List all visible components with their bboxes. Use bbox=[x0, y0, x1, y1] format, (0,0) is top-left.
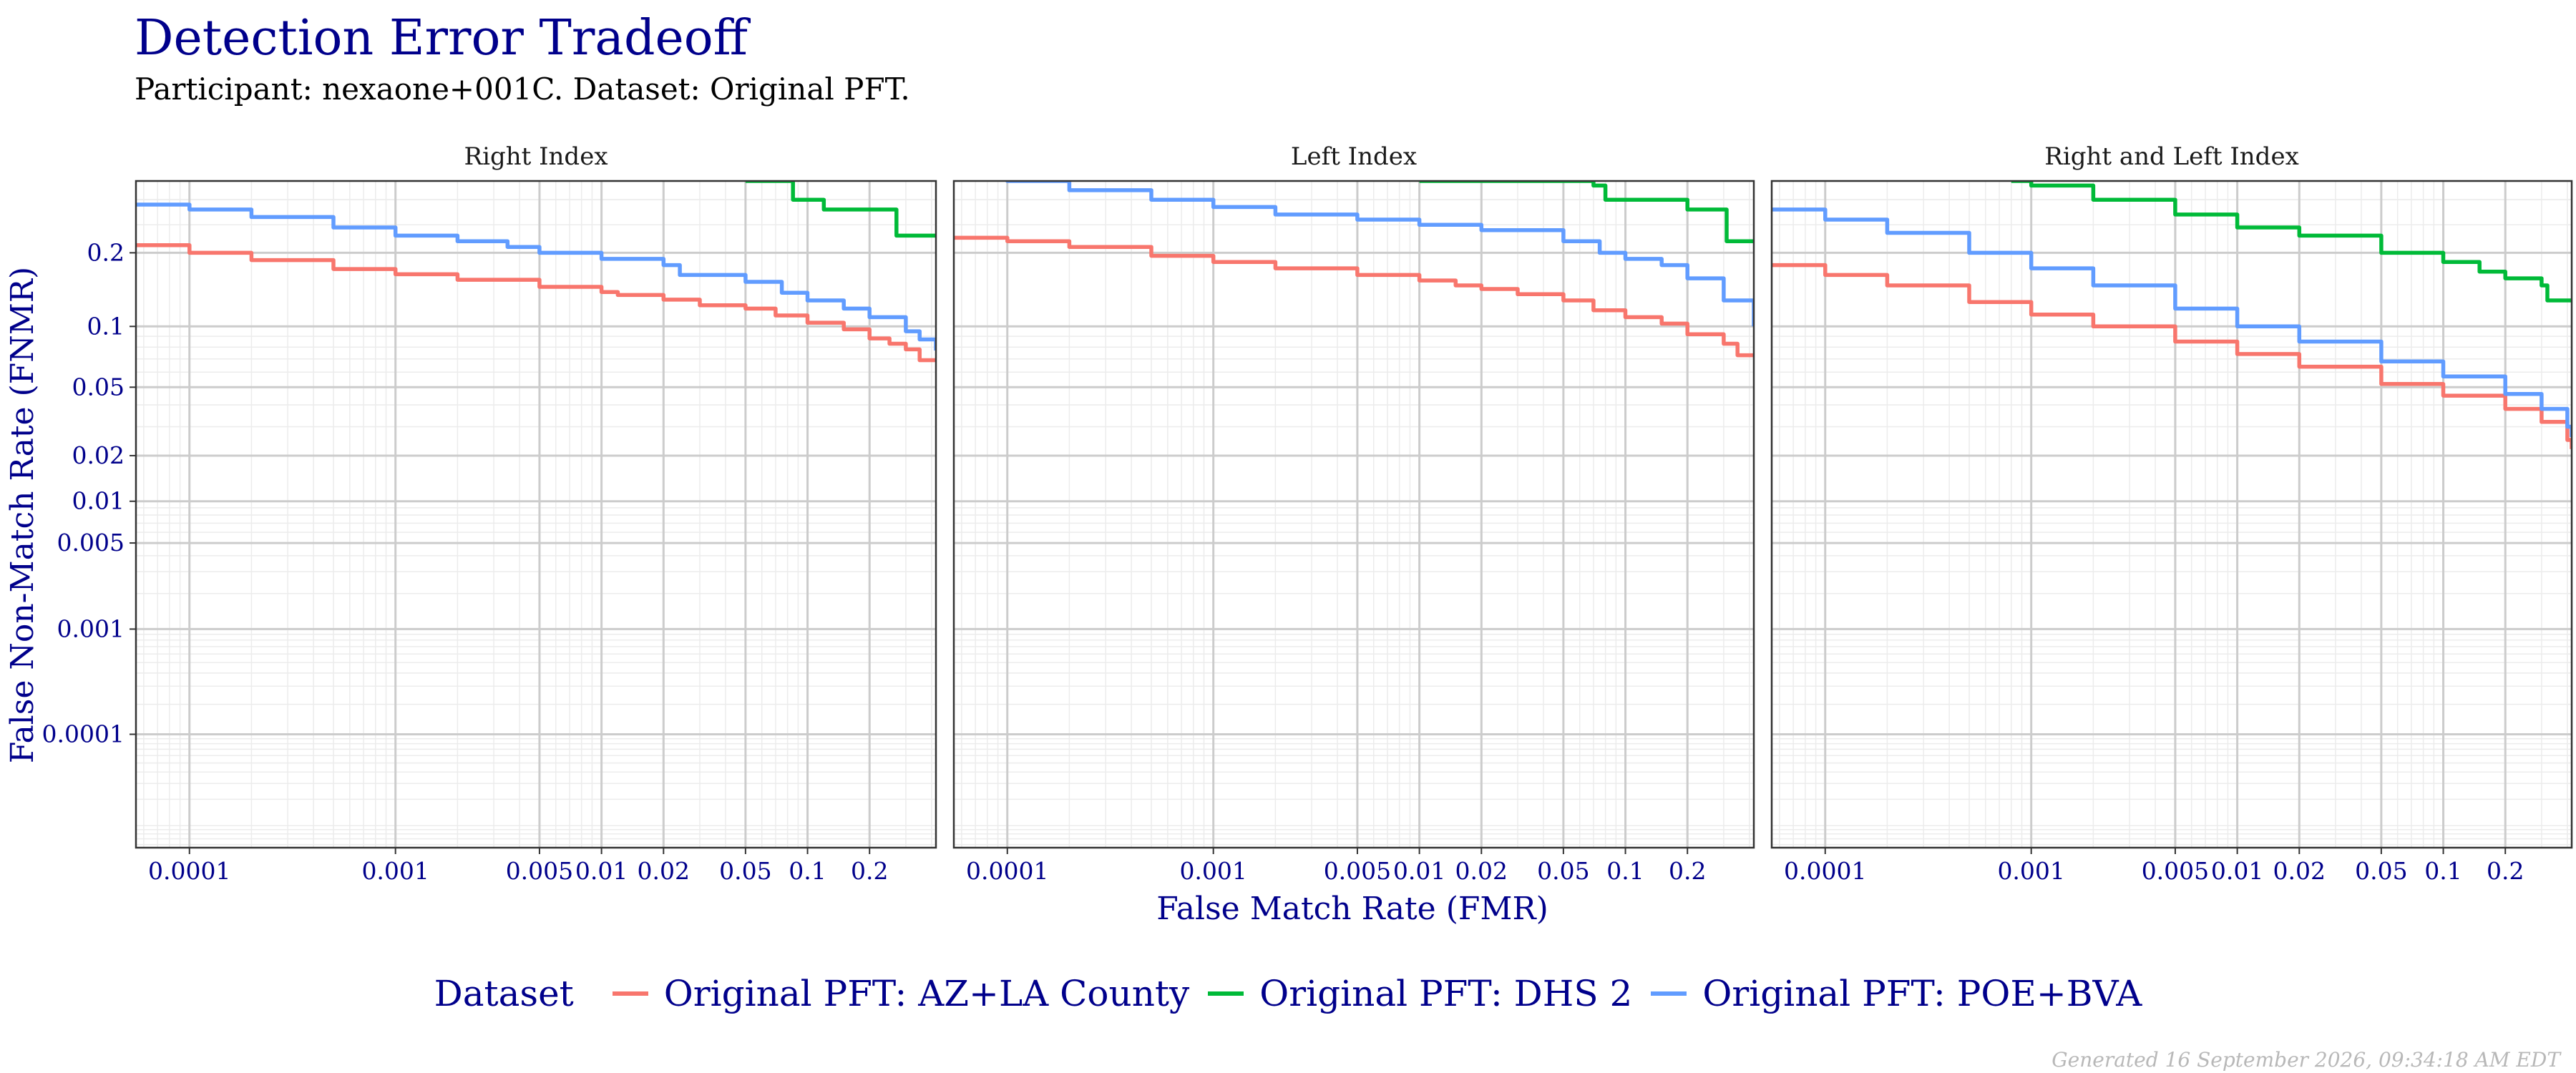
series-line-3 bbox=[1005, 181, 1754, 327]
x-tick-label: 0.1 bbox=[789, 857, 826, 885]
x-tick-label: 0.1 bbox=[1606, 857, 1644, 885]
x-tick-label: 0.1 bbox=[2424, 857, 2462, 885]
panel-2: Left Index 0.0001 0.001 0.005 0.01 0.02 0.05 0.… bbox=[952, 142, 1755, 885]
x-tick-label: 0.001 bbox=[361, 857, 429, 885]
chart-subtitle: Participant: nexaone+001C. Dataset: Orig… bbox=[135, 72, 910, 107]
x-tick-label: 0.02 bbox=[1455, 857, 1508, 885]
x-tick-label: 0.05 bbox=[1537, 857, 1589, 885]
x-tick-label: 0.02 bbox=[2273, 857, 2326, 885]
series-line-1 bbox=[1772, 263, 2572, 449]
y-axis-title: False Non-Match Rate (FNMR) bbox=[4, 267, 41, 763]
legend-item-az-la: Original PFT: AZ+LA County bbox=[612, 973, 1190, 1014]
legend-key-dhs2 bbox=[1208, 991, 1244, 996]
x-tick-label: 0.0001 bbox=[1784, 857, 1866, 885]
x-tick-label: 0.2 bbox=[851, 857, 888, 885]
panel-border bbox=[135, 180, 937, 849]
series-line-1 bbox=[136, 242, 936, 363]
x-tick-label: 0.005 bbox=[506, 857, 573, 885]
x-axis-title: False Match Rate (FMR) bbox=[1156, 891, 1548, 927]
x-tick-label: 0.0001 bbox=[148, 857, 230, 885]
y-tick-label: 0.1 bbox=[87, 312, 125, 340]
chart-title: Detection Error Tradeoff bbox=[135, 10, 748, 67]
panel-border bbox=[952, 180, 1755, 849]
x-tick-label: 0.05 bbox=[719, 857, 771, 885]
legend-item-dhs2: Original PFT: DHS 2 bbox=[1208, 973, 1632, 1014]
legend-title: Dataset bbox=[434, 973, 574, 1014]
x-tick-label: 0.001 bbox=[1997, 857, 2064, 885]
y-tick-label: 0.05 bbox=[72, 373, 125, 401]
series-line-1 bbox=[954, 235, 1754, 358]
x-tick-label: 0.2 bbox=[2487, 857, 2524, 885]
y-tick-label: 0.005 bbox=[57, 529, 125, 557]
x-tick-label: 0.02 bbox=[638, 857, 690, 885]
series-line-2 bbox=[745, 181, 936, 238]
y-tick-label: 0.02 bbox=[72, 441, 125, 469]
panel-border bbox=[1770, 180, 2573, 849]
legend-key-poe-bva bbox=[1651, 991, 1687, 996]
series-line-3 bbox=[1772, 207, 2572, 438]
panel-3: Right and Left Index 0.0001 0.001 0.005 0.01… bbox=[1770, 142, 2573, 885]
series-line-3 bbox=[136, 202, 936, 351]
legend-label-az-la: Original PFT: AZ+LA County bbox=[663, 973, 1190, 1014]
panel-title: Left Index bbox=[1291, 142, 1417, 171]
panel-title: Right and Left Index bbox=[2044, 142, 2299, 171]
generated-timestamp: Generated 16 September 2026, 09:34:18 AM… bbox=[2051, 1048, 2560, 1072]
x-tick-label: 0.01 bbox=[575, 857, 628, 885]
x-tick-label: 0.005 bbox=[1324, 857, 1391, 885]
series-line-2 bbox=[2011, 181, 2572, 303]
y-tick-label: 0.0001 bbox=[42, 720, 125, 748]
x-tick-label: 0.01 bbox=[1393, 857, 1445, 885]
x-tick-label: 0.0001 bbox=[966, 857, 1048, 885]
legend: Dataset Original PFT: AZ+LA County Origi… bbox=[0, 973, 2576, 1014]
legend-key-az-la bbox=[612, 991, 648, 996]
legend-item-poe-bva: Original PFT: POE+BVA bbox=[1651, 973, 2142, 1014]
legend-label-poe-bva: Original PFT: POE+BVA bbox=[1702, 973, 2142, 1014]
y-tick-label: 0.01 bbox=[72, 487, 125, 515]
legend-label-dhs2: Original PFT: DHS 2 bbox=[1259, 973, 1633, 1014]
y-tick-label: 0.2 bbox=[87, 238, 125, 266]
x-tick-label: 0.2 bbox=[1669, 857, 1706, 885]
x-tick-label: 0.01 bbox=[2211, 857, 2263, 885]
x-tick-label: 0.001 bbox=[1179, 857, 1246, 885]
panel-title: Right Index bbox=[464, 142, 608, 171]
y-tick-label: 0.001 bbox=[57, 614, 125, 642]
x-tick-label: 0.05 bbox=[2355, 857, 2407, 885]
series-line-2 bbox=[1419, 181, 1754, 243]
x-tick-label: 0.005 bbox=[2142, 857, 2209, 885]
